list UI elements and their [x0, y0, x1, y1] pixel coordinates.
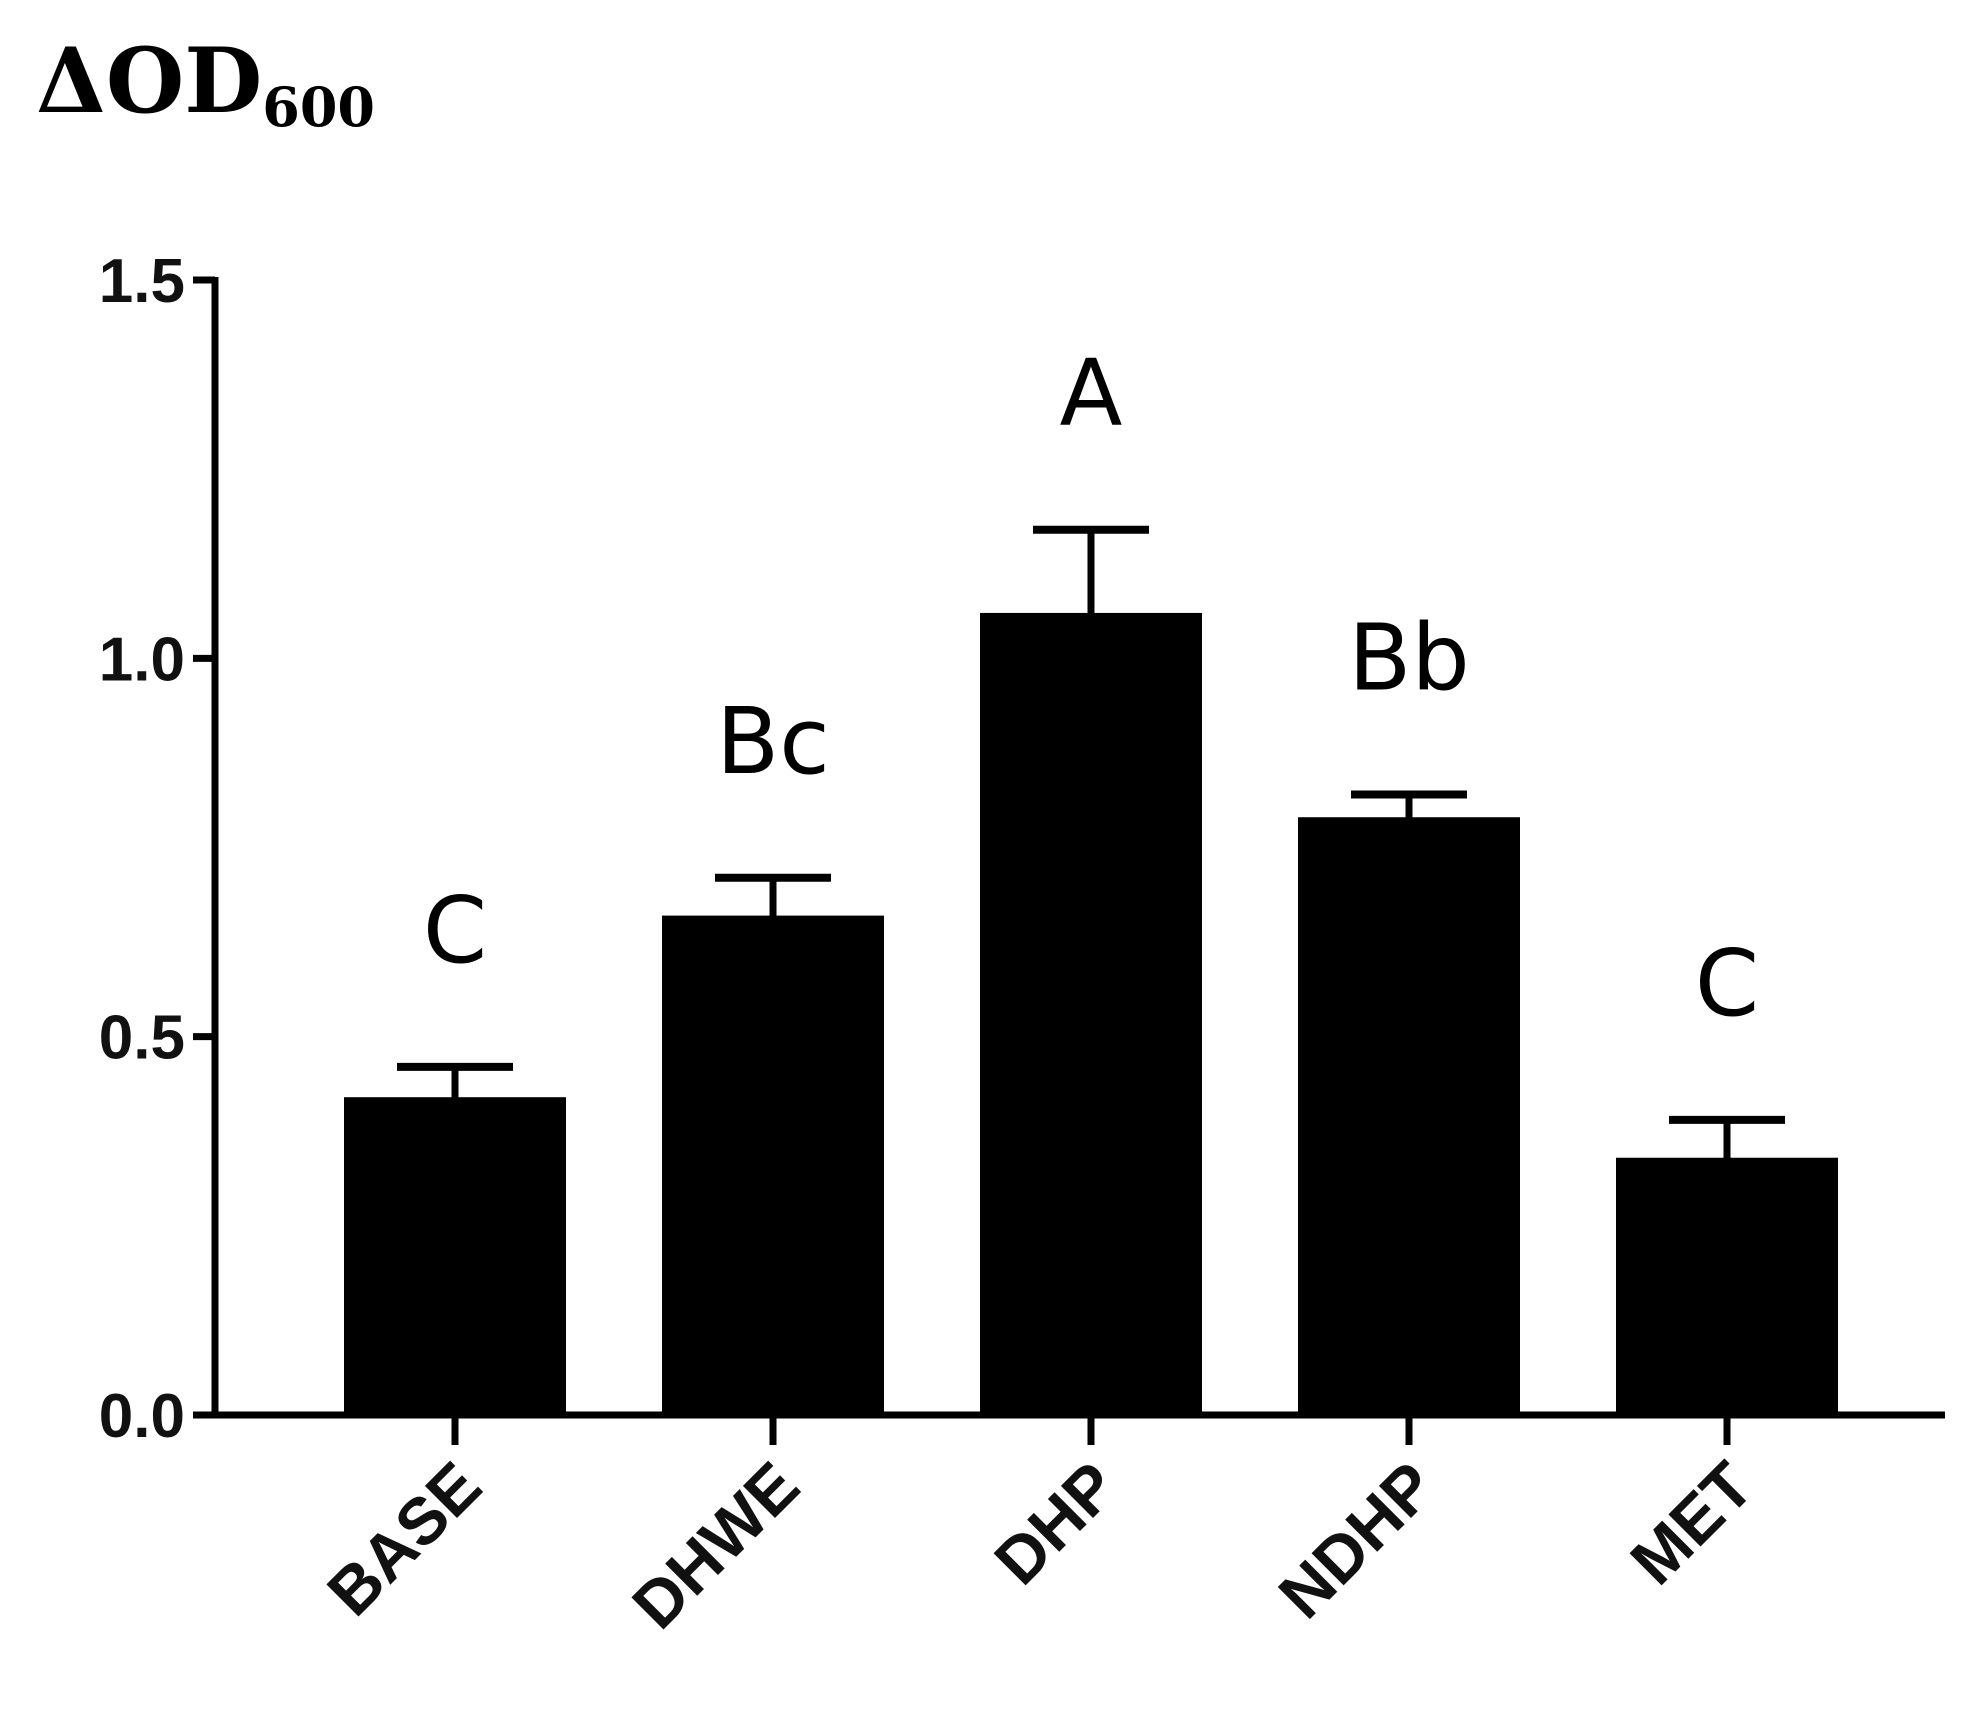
- error-bars: [397, 525, 1785, 1160]
- y-axis-label-subscript: 600: [262, 75, 375, 139]
- y-axis-label-main: ΔOD: [36, 28, 262, 134]
- significance-label: C: [423, 877, 487, 984]
- significance-labels: C Bc A Bb C: [423, 340, 1759, 1037]
- bar-dhp: [980, 612, 1202, 1415]
- y-tick-label: 0.0: [99, 1382, 185, 1451]
- y-tick-label: 0.5: [99, 1004, 185, 1073]
- bar-met: [1616, 1157, 1838, 1415]
- bar-dhwe: [662, 915, 884, 1415]
- bar-base: [344, 1097, 566, 1415]
- bars: [344, 612, 1838, 1415]
- category-label: MET: [1616, 1448, 1767, 1599]
- y-tick-label: 1.0: [99, 625, 185, 694]
- category-label: DHWE: [618, 1448, 813, 1643]
- bar-ndhp: [1298, 817, 1520, 1415]
- significance-label: Bc: [716, 688, 830, 795]
- category-label: DHP: [980, 1448, 1131, 1599]
- category-labels: BASE DHWE DHP NDHP MET: [313, 1448, 1767, 1643]
- significance-label: A: [1060, 340, 1123, 447]
- significance-label: Bb: [1348, 605, 1470, 712]
- y-axis-label: ΔOD600: [36, 28, 375, 139]
- category-label: BASE: [313, 1448, 495, 1630]
- significance-label: C: [1695, 930, 1759, 1037]
- y-tick-labels: 0.0 0.5 1.0 1.5: [99, 247, 185, 1451]
- category-label: NDHP: [1264, 1448, 1449, 1633]
- y-tick-label: 1.5: [99, 247, 185, 316]
